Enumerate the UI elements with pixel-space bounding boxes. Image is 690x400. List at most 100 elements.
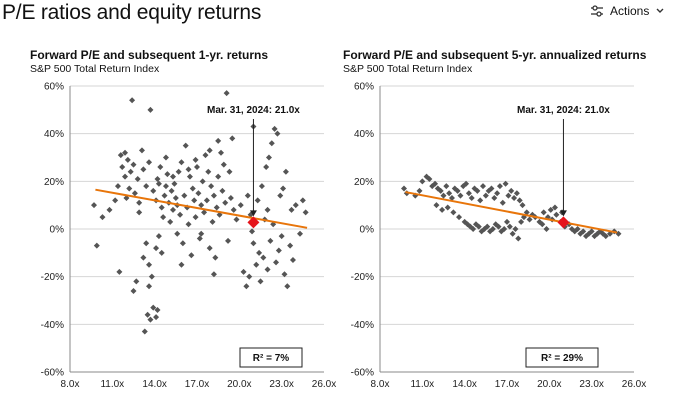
data-point	[191, 197, 198, 204]
data-point	[257, 278, 264, 285]
data-point	[170, 206, 177, 213]
data-point	[250, 240, 257, 247]
data-point	[178, 261, 185, 268]
data-point	[99, 214, 106, 221]
data-point	[177, 211, 184, 218]
data-point	[141, 328, 148, 335]
data-point	[254, 197, 261, 204]
data-point	[93, 242, 100, 249]
current-point	[557, 216, 570, 229]
data-point	[158, 249, 165, 256]
data-point	[210, 192, 217, 199]
data-point	[213, 204, 220, 211]
data-point	[160, 214, 167, 221]
data-point	[164, 171, 171, 178]
data-point	[199, 178, 206, 185]
data-point	[181, 192, 188, 199]
data-point	[175, 168, 182, 175]
data-point	[249, 228, 256, 235]
data-point	[223, 90, 230, 97]
data-point	[203, 197, 210, 204]
data-point	[258, 183, 265, 190]
data-point	[289, 256, 296, 263]
data-point	[143, 183, 150, 190]
data-point	[489, 226, 496, 232]
data-point	[140, 166, 147, 173]
r2-label: R² = 29%	[541, 353, 583, 364]
r2-label: R² = 7%	[253, 353, 290, 364]
data-point	[297, 230, 304, 237]
annotation-label: Mar. 31, 2024: 21.0x	[207, 105, 300, 116]
data-point	[511, 195, 518, 202]
data-point	[153, 314, 160, 321]
y-tick-label: 60%	[44, 82, 64, 93]
data-point	[127, 168, 134, 175]
actions-button[interactable]: Actions	[590, 4, 665, 18]
data-point	[146, 261, 153, 268]
data-point	[547, 206, 554, 213]
data-point	[470, 226, 477, 232]
data-point	[162, 154, 169, 161]
data-point	[154, 175, 161, 182]
data-point	[515, 235, 522, 242]
data-point	[439, 206, 446, 213]
data-point	[475, 223, 482, 230]
data-point	[136, 209, 143, 216]
data-point	[502, 180, 509, 187]
x-tick-label: 8.0x	[371, 379, 390, 390]
data-point	[202, 152, 209, 159]
data-point	[237, 202, 244, 209]
data-point	[465, 190, 472, 197]
data-point	[133, 278, 140, 285]
data-point	[147, 106, 154, 113]
y-tick-label: 40%	[354, 129, 374, 140]
y-tick-label: -60%	[41, 368, 64, 379]
data-point	[122, 173, 129, 180]
data-point	[416, 187, 423, 194]
data-point	[275, 247, 282, 254]
y-tick-label: -40%	[41, 320, 64, 331]
data-point	[148, 273, 155, 280]
y-tick-label: 40%	[44, 129, 64, 140]
data-point	[588, 228, 595, 235]
data-point	[277, 192, 284, 199]
data-point	[215, 173, 222, 180]
data-point	[444, 204, 451, 211]
data-point	[256, 249, 263, 256]
y-tick-label: 0%	[50, 225, 65, 236]
data-point	[154, 307, 161, 314]
data-point	[518, 218, 525, 225]
chart2-subtitle: S&P 500 Total Return Index	[343, 63, 473, 75]
data-point	[265, 154, 272, 161]
r2-box	[525, 347, 599, 368]
data-point	[446, 190, 453, 197]
data-point	[551, 204, 558, 211]
data-point	[157, 164, 164, 171]
data-point	[226, 168, 233, 175]
data-point	[543, 226, 550, 232]
data-point	[233, 216, 240, 223]
data-point	[244, 192, 251, 199]
data-point	[243, 283, 250, 290]
data-point	[194, 164, 200, 171]
data-point	[153, 245, 160, 252]
data-point	[210, 271, 217, 278]
data-point	[580, 228, 587, 235]
data-point	[432, 180, 439, 187]
data-point	[299, 197, 306, 204]
x-tick-label: 11.0x	[410, 379, 434, 390]
r2-box	[239, 347, 303, 368]
data-point	[179, 240, 186, 247]
data-point	[155, 180, 162, 187]
data-point	[198, 230, 205, 237]
data-point	[186, 173, 193, 180]
data-point	[288, 206, 295, 213]
data-point	[212, 254, 219, 261]
data-point	[155, 233, 162, 240]
data-point	[302, 209, 309, 216]
data-point	[229, 135, 236, 142]
data-point	[196, 235, 203, 242]
data-point	[484, 223, 491, 230]
data-point	[209, 218, 216, 225]
